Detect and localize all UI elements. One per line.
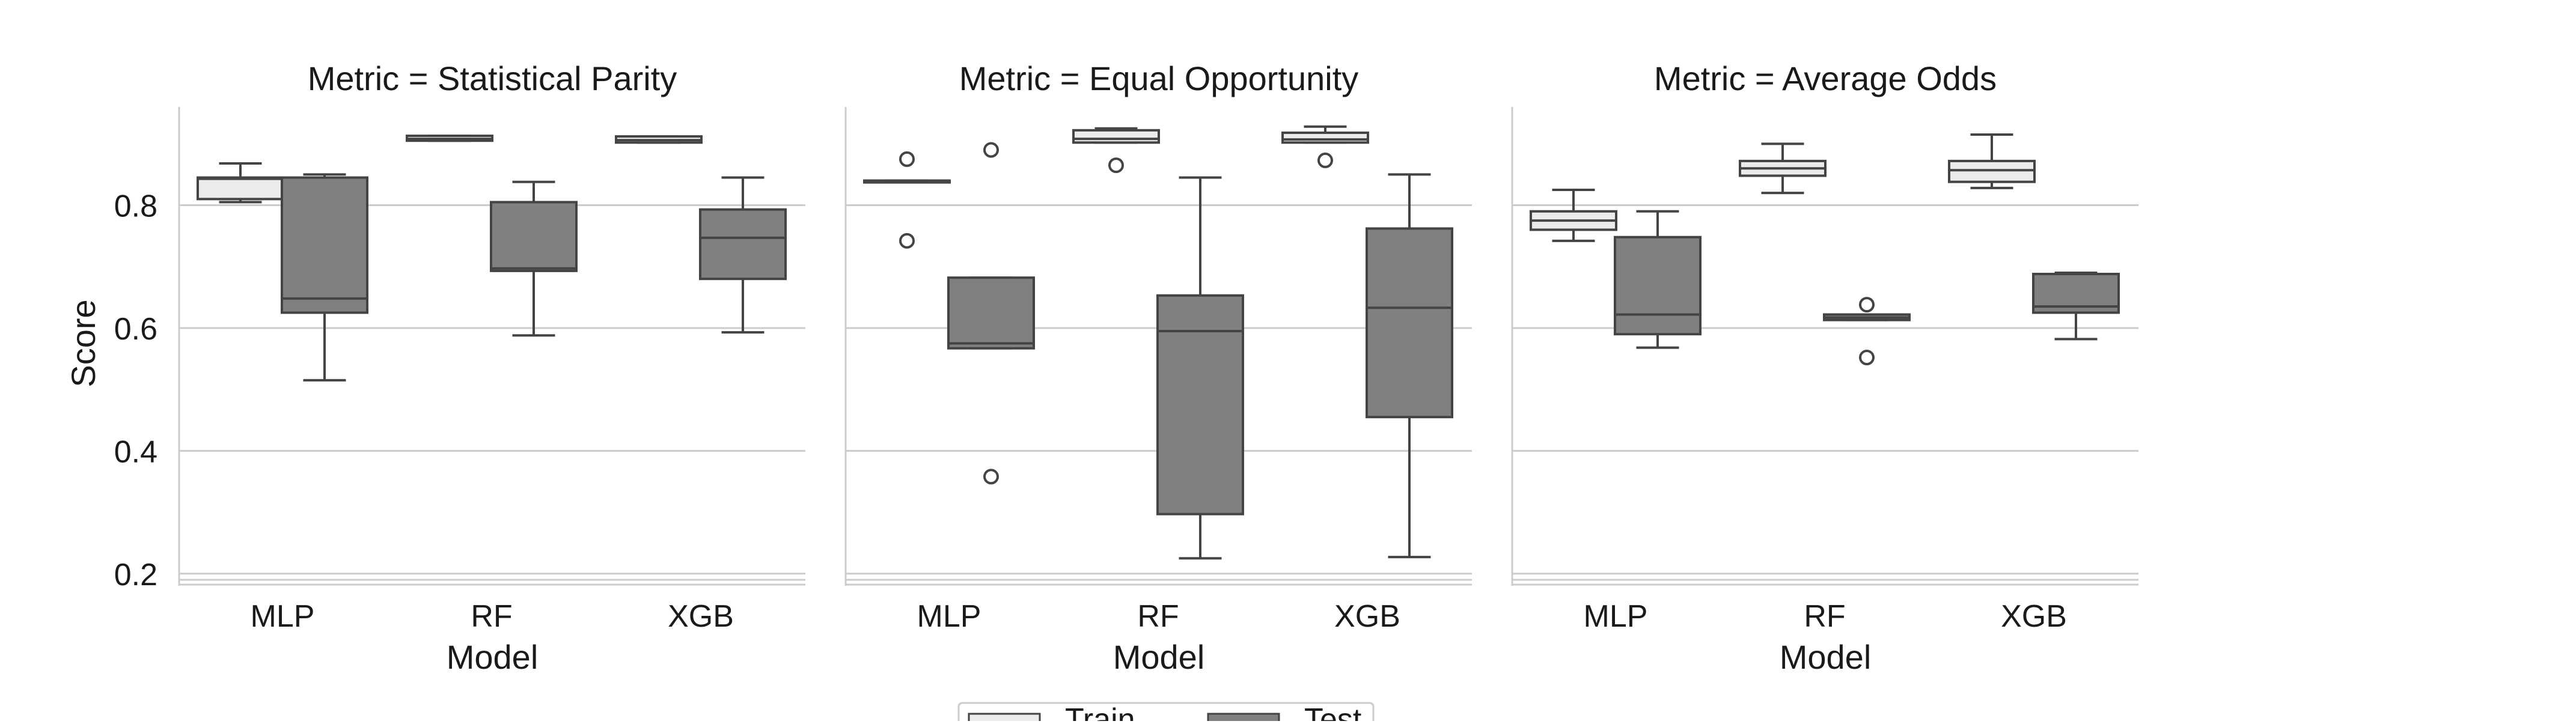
legend-label-train: Train bbox=[1065, 702, 1135, 721]
box-iqr bbox=[1072, 129, 1160, 144]
x-tick-label: XGB bbox=[1334, 599, 1400, 634]
box-train-rf bbox=[1072, 127, 1160, 174]
outlier-point bbox=[899, 151, 915, 167]
box-test-mlp bbox=[1614, 210, 1702, 349]
box-test-xgb bbox=[2032, 271, 2120, 341]
box-iqr bbox=[1156, 294, 1244, 516]
box-train-mlp bbox=[197, 162, 284, 204]
box-iqr bbox=[197, 176, 284, 201]
box-iqr bbox=[699, 208, 787, 281]
legend-swatch-train bbox=[968, 713, 1041, 724]
box-test-rf bbox=[490, 180, 578, 337]
y-axis-label: Score bbox=[64, 299, 102, 387]
box-train-rf bbox=[406, 135, 493, 142]
facet-panel-3: Metric = Average Odds MLP RF XGB Model bbox=[1511, 59, 2138, 676]
box-test-xgb bbox=[1366, 173, 1453, 559]
box-test-mlp bbox=[947, 142, 1035, 485]
box-iqr bbox=[1281, 131, 1369, 144]
box-test-rf bbox=[1823, 297, 1911, 366]
y-tick-label: 0.2 bbox=[114, 558, 157, 592]
x-tick-label: RF bbox=[1137, 599, 1179, 634]
box-train-xgb bbox=[1948, 133, 2036, 189]
outlier-point bbox=[1859, 297, 1875, 313]
box-iqr bbox=[490, 201, 578, 272]
box-test-rf bbox=[1156, 176, 1244, 560]
box-train-xgb bbox=[1281, 125, 1369, 168]
box-test-xgb bbox=[699, 176, 787, 334]
x-axis-label: Model bbox=[1113, 638, 1205, 676]
x-tick-label: MLP bbox=[917, 599, 981, 634]
y-tick-label: 0.6 bbox=[114, 312, 157, 347]
panel-title: Metric = Statistical Parity bbox=[308, 59, 677, 97]
x-tick-label: XGB bbox=[2001, 599, 2067, 634]
box-iqr bbox=[281, 176, 368, 314]
x-tick-label: RF bbox=[1804, 599, 1845, 634]
x-tick-label: MLP bbox=[1584, 599, 1648, 634]
outlier-point bbox=[1859, 350, 1875, 366]
box-iqr bbox=[1366, 227, 1453, 419]
outlier-point bbox=[983, 469, 999, 485]
box-train-xgb bbox=[615, 135, 703, 144]
outlier-point bbox=[1108, 157, 1124, 174]
legend-label-test: Test bbox=[1304, 702, 1362, 721]
outlier-point bbox=[983, 142, 999, 158]
facet-panel-1: Metric = Statistical Parity MLP RF XGB Model bbox=[178, 59, 805, 676]
box-iqr bbox=[1948, 159, 2036, 183]
box-iqr bbox=[1614, 236, 1702, 336]
outlier-point bbox=[899, 233, 915, 249]
x-axis-label: Model bbox=[1780, 638, 1872, 676]
box-train-rf bbox=[1739, 142, 1827, 195]
facet-panel-2: Metric = Equal Opportunity MLP RF XGB Model bbox=[844, 59, 1472, 676]
legend: Train Test bbox=[957, 702, 1375, 724]
panel-title: Metric = Equal Opportunity bbox=[959, 59, 1359, 97]
panel-title: Metric = Average Odds bbox=[1654, 59, 1997, 97]
box-test-mlp bbox=[281, 173, 368, 382]
y-tick-label: 0.8 bbox=[114, 189, 157, 224]
outlier-point bbox=[1317, 152, 1333, 168]
box-train-mlp bbox=[1530, 188, 1617, 242]
x-tick-label: MLP bbox=[251, 599, 315, 634]
legend-swatch-test bbox=[1207, 713, 1280, 724]
box-iqr bbox=[947, 276, 1035, 350]
x-tick-label: XGB bbox=[668, 599, 734, 634]
y-tick-label: 0.4 bbox=[114, 434, 157, 469]
x-tick-label: RF bbox=[471, 599, 512, 634]
x-axis-label: Model bbox=[447, 638, 539, 676]
box-train-mlp bbox=[863, 151, 951, 249]
